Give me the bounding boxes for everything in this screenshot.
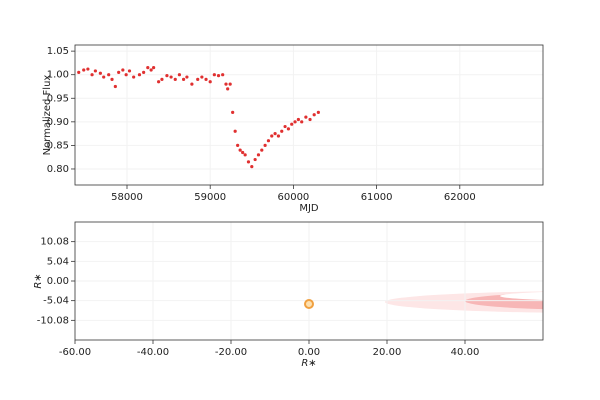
plot-frame <box>74 44 544 186</box>
data-point <box>142 70 146 74</box>
y-tick-label: 0.80 <box>47 164 69 175</box>
data-point <box>212 73 216 77</box>
x-tick-label: 0.00 <box>298 347 320 358</box>
data-point <box>266 139 271 143</box>
data-point <box>117 70 121 74</box>
y-axis-label: Normalized Flux <box>42 75 53 156</box>
data-point <box>263 143 267 148</box>
data-point <box>152 66 156 70</box>
data-point <box>165 74 169 78</box>
data-point <box>124 73 128 77</box>
data-point <box>93 69 97 73</box>
data-point <box>308 117 312 122</box>
data-point <box>185 75 189 79</box>
data-point <box>160 77 164 82</box>
data-point <box>196 77 200 82</box>
x-axis-label: R∗ <box>301 358 316 369</box>
data-point <box>304 115 308 119</box>
data-point <box>253 157 257 162</box>
data-point <box>169 75 173 79</box>
data-point <box>296 117 300 122</box>
ring <box>385 291 543 313</box>
data-point <box>121 68 125 72</box>
x-tick-label: 61000 <box>361 192 393 203</box>
y-tick-label: 0.90 <box>47 117 69 128</box>
data-point <box>146 66 150 70</box>
x-tick-label: 40.00 <box>451 347 480 358</box>
plot-frame <box>74 221 544 341</box>
x-tick-label: 62000 <box>444 192 476 203</box>
y-tick-label: 1.00 <box>47 70 69 81</box>
data-point <box>226 87 230 91</box>
data-point <box>256 153 261 157</box>
data-point <box>157 80 161 84</box>
data-point <box>228 82 232 86</box>
data-point <box>276 134 281 138</box>
x-tick-label: -40.00 <box>137 347 169 358</box>
data-point <box>137 73 142 77</box>
data-point <box>243 153 247 157</box>
data-point <box>273 132 277 136</box>
y-tick-label: -10.08 <box>37 315 69 326</box>
data-point <box>132 75 136 79</box>
data-point <box>110 77 114 82</box>
data-point <box>102 75 106 79</box>
data-point <box>177 73 182 77</box>
data-point <box>90 73 94 77</box>
data-point <box>86 67 90 71</box>
data-point <box>246 160 251 164</box>
data-point <box>231 110 235 115</box>
data-point <box>221 73 225 77</box>
data-point <box>77 70 81 74</box>
x-tick-label: -60.00 <box>59 347 91 358</box>
data-point <box>260 148 264 152</box>
data-point <box>204 77 208 82</box>
data-point <box>312 113 316 117</box>
data-point <box>208 80 212 84</box>
y-tick-label: 0.85 <box>47 140 69 151</box>
data-point <box>316 110 320 115</box>
data-point <box>216 74 221 78</box>
data-point <box>290 122 294 126</box>
x-tick-label: 20.00 <box>373 347 402 358</box>
data-point <box>190 82 194 86</box>
data-point <box>293 120 297 124</box>
y-tick-label: 1.05 <box>47 46 69 57</box>
x-tick-label: 58000 <box>111 192 143 203</box>
x-tick-label: -20.00 <box>215 347 247 358</box>
data-point <box>82 68 86 72</box>
data-point <box>270 134 274 138</box>
y-tick-label: 5.04 <box>47 256 69 267</box>
data-point <box>250 165 254 169</box>
y-axis-label: R∗ <box>33 273 44 288</box>
data-point <box>300 120 304 124</box>
x-tick-label: 59000 <box>194 192 226 203</box>
data-point <box>173 77 177 82</box>
data-point <box>238 148 242 152</box>
data-point <box>283 124 287 129</box>
data-point <box>127 69 132 73</box>
x-tick-label: 60000 <box>277 192 309 203</box>
y-tick-label: -5.04 <box>43 296 69 307</box>
data-point <box>200 75 204 79</box>
data-point <box>236 143 240 148</box>
data-point <box>280 129 284 133</box>
data-point <box>149 68 153 72</box>
y-tick-label: 0.00 <box>47 276 69 287</box>
data-point <box>224 82 228 86</box>
data-point <box>113 84 117 89</box>
star <box>304 299 314 310</box>
data-point <box>286 127 291 131</box>
y-tick-label: 10.08 <box>40 237 69 248</box>
data-point <box>107 73 111 77</box>
data-point <box>181 77 186 82</box>
y-tick-label: 0.95 <box>47 93 69 104</box>
data-point <box>233 129 237 133</box>
x-axis-label: MJD <box>299 203 319 214</box>
data-point <box>98 71 102 75</box>
data-point <box>241 150 245 155</box>
